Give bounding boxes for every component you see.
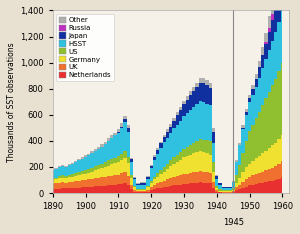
Text: 1945: 1945: [223, 218, 244, 227]
Y-axis label: Thousands of SST observations: Thousands of SST observations: [7, 42, 16, 161]
Legend: Other, Russia, Japan, HSST, US, Germany, UK, Netherlands: Other, Russia, Japan, HSST, US, Germany,…: [56, 14, 114, 81]
